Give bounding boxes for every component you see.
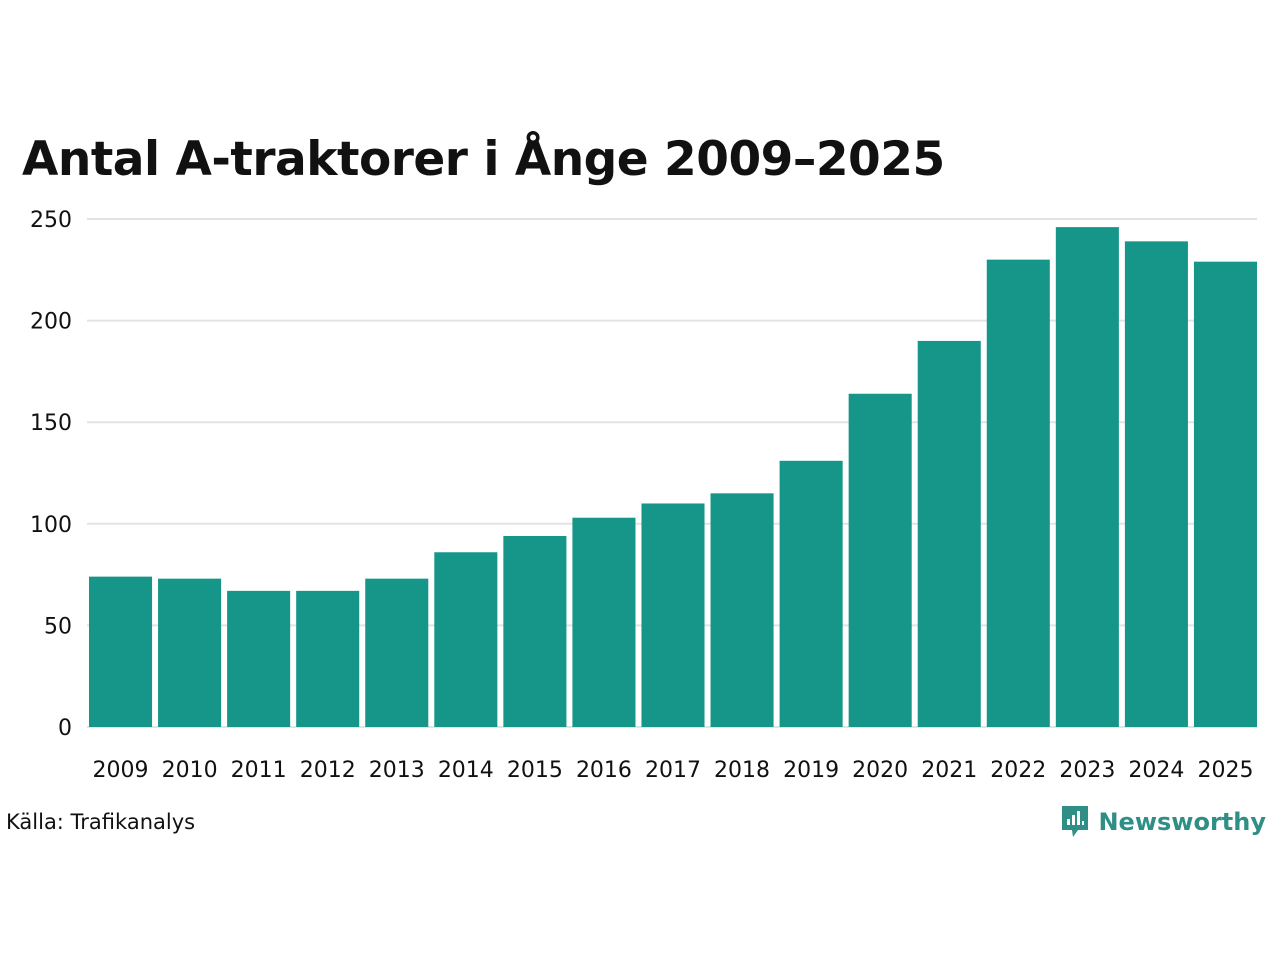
x-tick-label: 2019 <box>783 758 839 783</box>
x-tick-label: 2020 <box>852 758 908 783</box>
y-tick-label: 100 <box>30 513 72 538</box>
x-tick-label: 2012 <box>300 758 356 783</box>
brand-logo[interactable]: Newsworthy <box>1060 804 1266 840</box>
bars <box>89 227 1257 728</box>
bar-2025[interactable] <box>1193 261 1257 727</box>
x-tick-label: 2016 <box>576 758 632 783</box>
bar-2014[interactable] <box>434 552 498 727</box>
bar-2013[interactable] <box>365 578 429 727</box>
x-tick-label: 2017 <box>645 758 701 783</box>
y-tick-label: 50 <box>44 614 72 639</box>
bar-2019[interactable] <box>779 460 843 727</box>
x-tick-label: 2021 <box>921 758 977 783</box>
x-tick-label: 2013 <box>369 758 425 783</box>
bar-2023[interactable] <box>1055 227 1119 728</box>
bar-2021[interactable] <box>917 340 981 727</box>
x-tick-label: 2018 <box>714 758 770 783</box>
x-tick-label: 2025 <box>1197 758 1253 783</box>
brand-name: Newsworthy <box>1098 808 1266 836</box>
x-tick-label: 2024 <box>1128 758 1184 783</box>
x-axis-ticks: 2009 2010 2011 2012 2013 2014 2015 2016 2017 2018… <box>93 758 1254 783</box>
bar-2012[interactable] <box>296 590 360 727</box>
x-tick-label: 2009 <box>93 758 149 783</box>
x-tick-label: 2022 <box>990 758 1046 783</box>
x-tick-label: 2010 <box>162 758 218 783</box>
y-tick-label: 0 <box>58 716 72 741</box>
chart-title: Antal A-traktorer i Ånge 2009–2025 <box>22 132 945 187</box>
newsworthy-logo-icon <box>1062 806 1089 837</box>
x-tick-label: 2011 <box>231 758 287 783</box>
bar-2015[interactable] <box>503 535 567 727</box>
bar-2022[interactable] <box>986 259 1050 727</box>
x-tick-label: 2023 <box>1059 758 1115 783</box>
x-tick-label: 2015 <box>507 758 563 783</box>
bar-2017[interactable] <box>641 503 705 727</box>
bar-2010[interactable] <box>158 578 222 727</box>
bar-2011[interactable] <box>227 590 291 727</box>
y-tick-label: 250 <box>30 208 72 233</box>
y-axis-ticks: 0 50 100 150 200 250 <box>30 208 72 741</box>
bar-2018[interactable] <box>710 493 774 727</box>
x-tick-label: 2014 <box>438 758 494 783</box>
y-tick-label: 200 <box>30 310 72 335</box>
bar-2009[interactable] <box>89 576 153 727</box>
bar-2016[interactable] <box>572 517 636 727</box>
bar-2024[interactable] <box>1124 241 1188 728</box>
bar-2020[interactable] <box>848 393 912 727</box>
source-note: Källa: Trafikanalys <box>6 810 196 834</box>
y-tick-label: 150 <box>30 411 72 436</box>
